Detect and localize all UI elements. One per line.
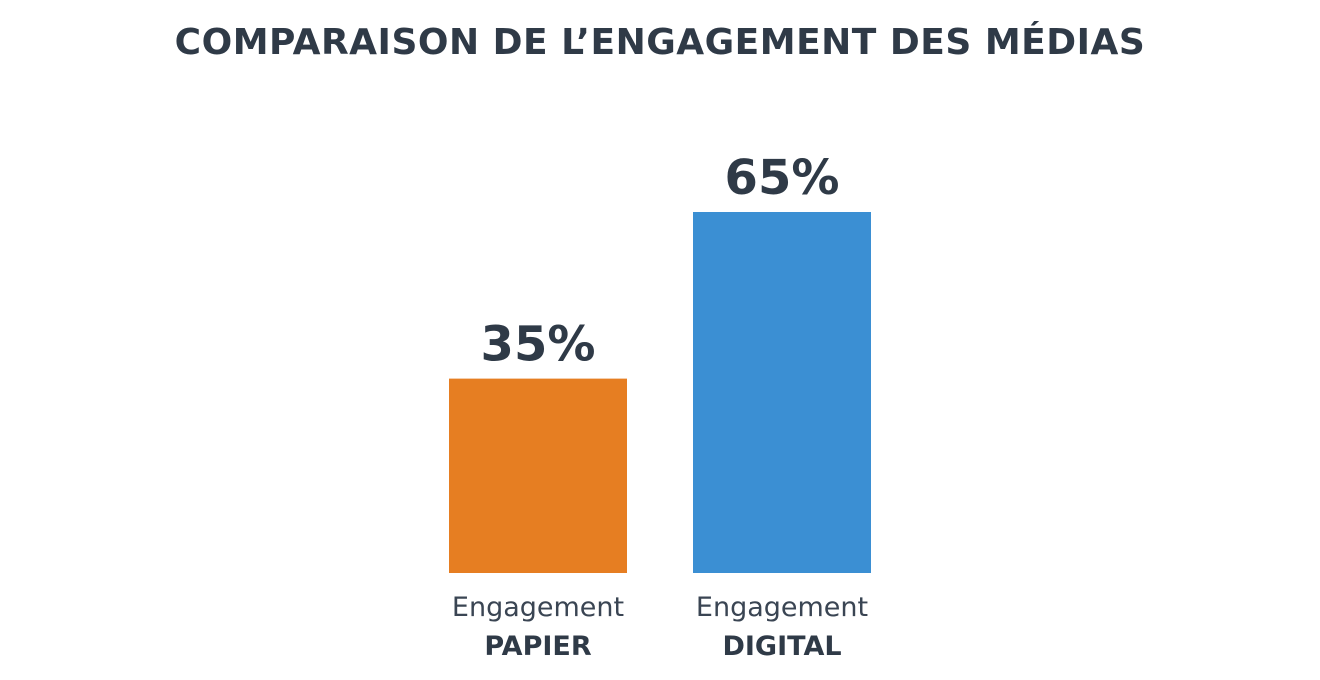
value-label-digital: 65% — [725, 150, 840, 206]
bars-layer — [449, 212, 871, 573]
category-label-digital-line1: Engagement — [696, 592, 868, 623]
category-label-digital-line2: DIGITAL — [722, 631, 841, 662]
value-label-papier: 35% — [481, 317, 596, 373]
labels-layer: 35% Engagement PAPIER 65% Engagement DIGITAL — [452, 150, 868, 662]
category-label-papier-line1: Engagement — [452, 592, 624, 623]
bar-papier — [449, 378, 627, 573]
chart-title: COMPARAISON DE L’ENGAGEMENT DES MÉDIAS — [174, 22, 1146, 63]
bar-digital — [693, 212, 871, 573]
category-label-papier-line2: PAPIER — [484, 631, 591, 662]
